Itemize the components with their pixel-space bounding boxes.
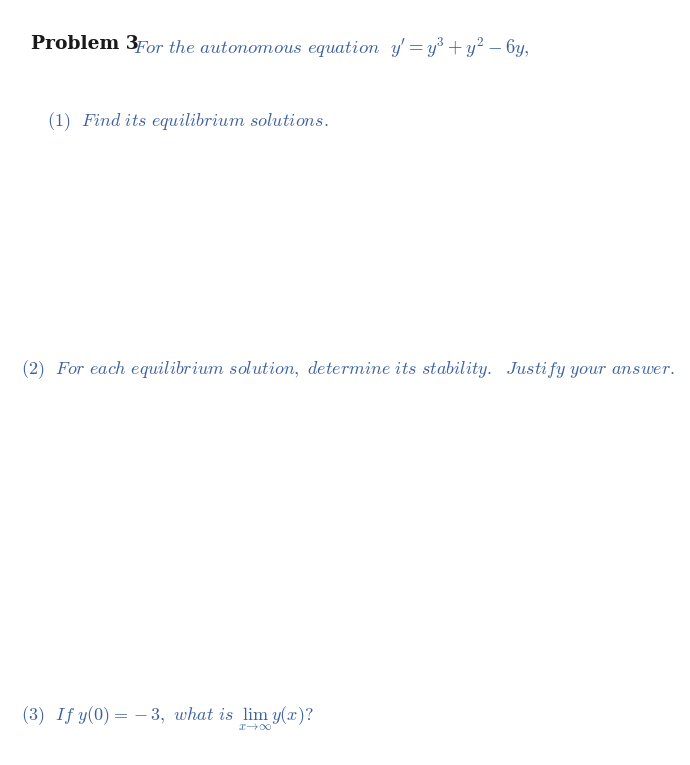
Text: $(3)$  $\mathit{If}$ $y(0) = -3,$ $\mathit{what\ is}$ $\lim_{x \to \infty} y(x)?: $(3)$ $\mathit{If}$ $y(0) = -3,$ $\mathi… [21, 705, 313, 734]
Text: $\mathit{For\ the\ autonomous\ equation}$  $y^{\prime} = y^3 + y^2 - 6y,$: $\mathit{For\ the\ autonomous\ equation}… [133, 35, 530, 60]
Text: Problem 3: Problem 3 [31, 35, 139, 53]
Text: $(1)$  $\mathit{Find\ its\ equilibrium\ solutions.}$: $(1)$ $\mathit{Find\ its\ equilibrium\ s… [47, 110, 328, 132]
Text: $(2)$  $\mathit{For\ each\ equilibrium\ solution,\ determine\ its\ stability.\ \: $(2)$ $\mathit{For\ each\ equilibrium\ s… [21, 358, 675, 381]
